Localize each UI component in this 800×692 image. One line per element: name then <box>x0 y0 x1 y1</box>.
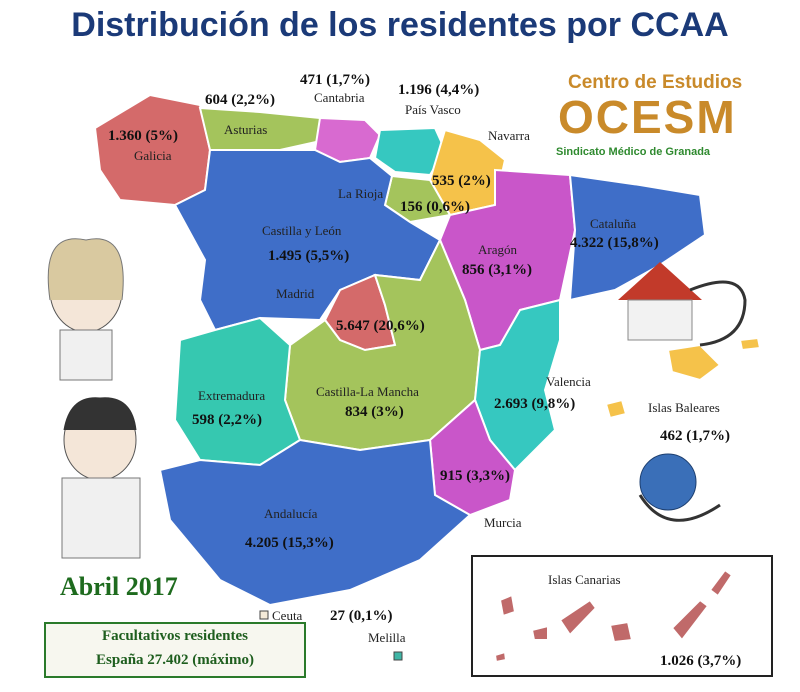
ceuta-marker <box>259 610 269 620</box>
madrid-name: Madrid <box>276 286 315 301</box>
andalucia-name: Andalucía <box>264 506 318 521</box>
total-line2: España 27.402 (máximo) <box>96 652 254 668</box>
canarias-value: 1.026 (3,7%) <box>660 653 741 669</box>
region-canarias-3[interactable] <box>558 598 598 637</box>
cataluna-name: Cataluña <box>590 216 636 231</box>
cataluna-value: 4.322 (15,8%) <box>570 235 659 251</box>
date-label: Abril 2017 <box>60 572 178 601</box>
navarra-name: Navarra <box>488 128 530 143</box>
asturias-value: 604 (2,2%) <box>205 92 275 108</box>
total-residents-box: Facultativos residentes España 27.402 (m… <box>44 622 306 678</box>
doctor-male-illustration <box>61 397 141 559</box>
logo-line2: OCESM <box>558 91 737 143</box>
aragon-name: Aragón <box>478 242 517 257</box>
baleares-name: Islas Baleares <box>648 400 720 415</box>
region-andalucia[interactable] <box>158 438 472 607</box>
castilla-la-mancha-value: 834 (3%) <box>345 404 404 420</box>
region-canarias-7[interactable] <box>493 650 508 664</box>
navarra-value: 535 (2%) <box>432 173 491 189</box>
asturias-name: Asturias <box>224 122 267 137</box>
cantabria-value: 471 (1,7%) <box>300 72 370 88</box>
ocesm-logo: Centro de Estudios OCESM Sindicato Médic… <box>548 72 770 164</box>
extremadura-name: Extremadura <box>198 388 265 403</box>
cantabria-name: Cantabria <box>314 90 365 105</box>
melilla-marker <box>393 651 403 661</box>
castilla-la-mancha-name: Castilla-La Mancha <box>316 384 419 399</box>
globe-stethoscope-illustration <box>638 453 721 522</box>
andalucia-value: 4.205 (15,3%) <box>245 535 334 551</box>
extremadura-value: 598 (2,2%) <box>192 412 262 428</box>
madrid-value: 5.647 (20,6%) <box>336 318 425 334</box>
page-title: Distribución de los residentes por CCAA <box>71 6 729 44</box>
castilla-leon-value: 1.495 (5,5%) <box>268 248 349 264</box>
region-extremadura[interactable] <box>173 316 302 467</box>
valencia-value: 2.693 (9,8%) <box>494 396 575 412</box>
murcia-name: Murcia <box>484 515 522 530</box>
region-canarias-6[interactable] <box>708 568 734 598</box>
region-canarias-2[interactable] <box>530 624 549 641</box>
ceuta-value: 27 (0,1%) <box>330 608 393 624</box>
pais-vasco-value: 1.196 (4,4%) <box>398 82 479 98</box>
region-baleares-ibiza[interactable] <box>604 398 628 420</box>
total-line1: Facultativos residentes <box>102 628 248 644</box>
canarias-name: Islas Canarias <box>548 572 621 587</box>
pais-vasco-name: País Vasco <box>405 102 461 117</box>
murcia-value: 915 (3,3%) <box>440 468 510 484</box>
region-canarias-4[interactable] <box>608 620 634 644</box>
ceuta-name: Ceuta <box>272 608 303 623</box>
doctor-female-illustration <box>47 238 124 381</box>
region-baleares-mallorca[interactable] <box>666 343 722 382</box>
melilla-name: Melilla <box>368 630 406 645</box>
valencia-name: Valencia <box>546 374 591 389</box>
region-pais-vasco[interactable] <box>373 126 447 177</box>
region-canarias-5[interactable] <box>670 598 710 642</box>
la-rioja-value: 156 (0,6%) <box>400 199 470 215</box>
region-canarias-1[interactable] <box>498 593 517 618</box>
logo-line3: Sindicato Médico de Granada <box>556 146 711 158</box>
galicia-value: 1.360 (5%) <box>108 128 178 144</box>
logo-line1: Centro de Estudios <box>568 72 743 93</box>
aragon-value: 856 (3,1%) <box>462 262 532 278</box>
galicia-name: Galicia <box>134 148 172 163</box>
baleares-value: 462 (1,7%) <box>660 428 730 444</box>
la-rioja-name: La Rioja <box>338 186 383 201</box>
house-stethoscope-illustration <box>618 262 747 347</box>
region-baleares-menorca[interactable] <box>738 336 762 352</box>
castilla-leon-name: Castilla y León <box>262 223 342 238</box>
